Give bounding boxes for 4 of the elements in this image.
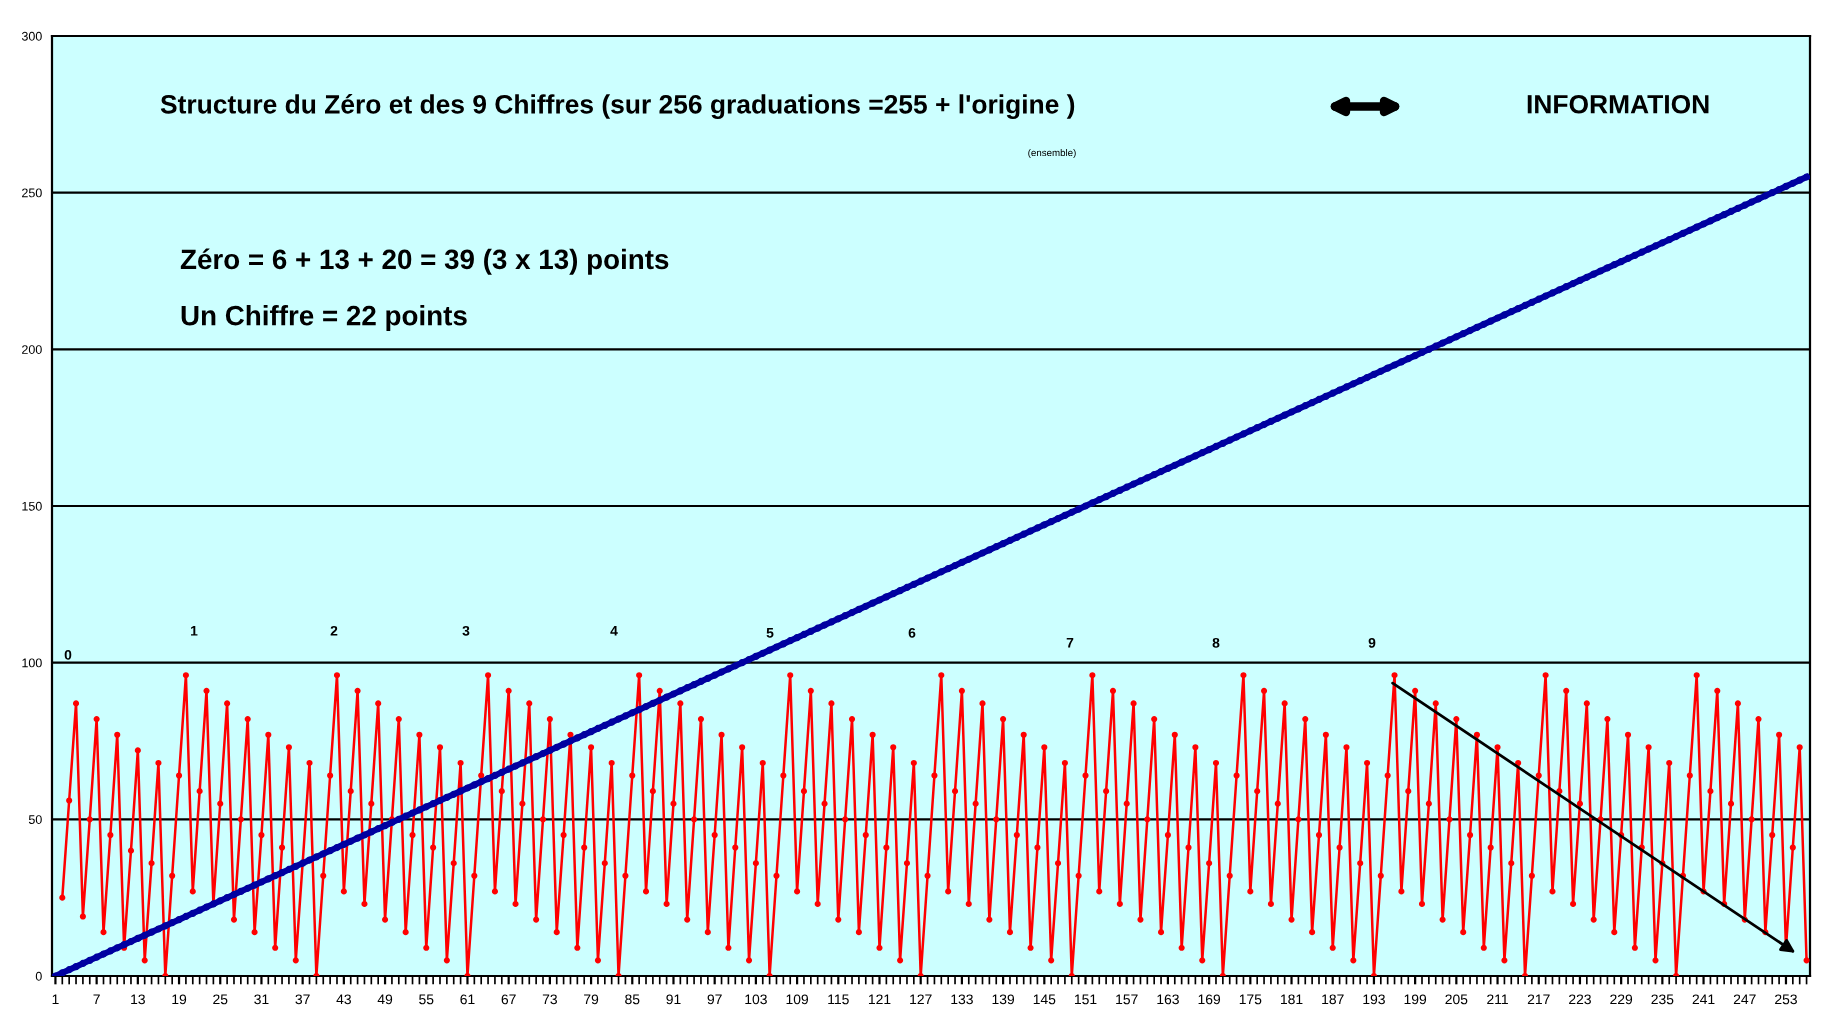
annotation: INFORMATION	[1527, 94, 1709, 114]
annotation: Zéro = 6 + 13 + 20 = 39 (3 x 13) points	[180, 248, 669, 275]
annotation: Structure du Zéro et des 9 Chiffres (sur 256 graduations =255 + l'origine )	[160, 94, 1075, 119]
annotation: Un Chiffre = 22 points	[181, 305, 467, 331]
